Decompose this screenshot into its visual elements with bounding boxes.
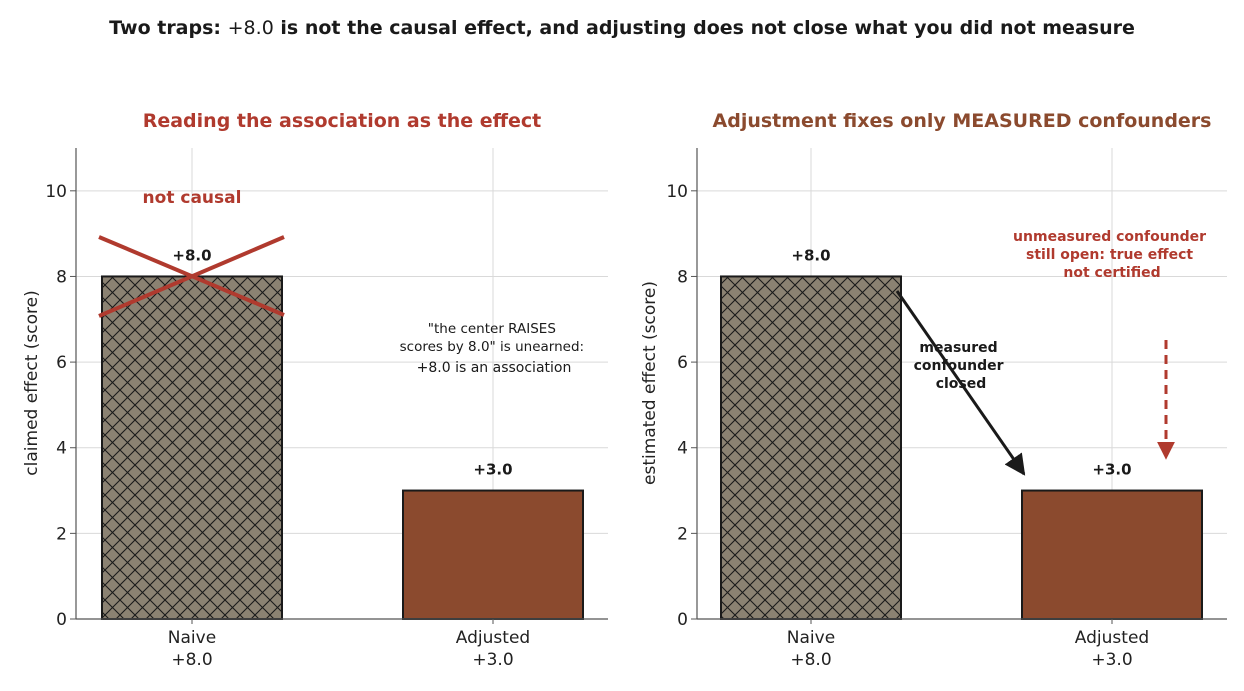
cross-line-2 [98, 235, 285, 318]
measured-confounder-line-2: confounder [914, 358, 1004, 374]
warning-line-3: not certified [1063, 265, 1160, 281]
y-tick-label: 0 [56, 610, 67, 630]
x-tick-label: Naive [787, 628, 835, 648]
right-bar-labels: +8.0 +3.0 [791, 246, 1131, 478]
warning-line-1: unmeasured confounder [1013, 229, 1206, 245]
association-note: "the center RAISES scores by 8.0" is une… [400, 321, 589, 376]
bar-adjusted [1021, 489, 1203, 620]
right-panel-title: Adjustment fixes only MEASURED confounde… [713, 110, 1212, 132]
association-note-line-2: scores by 8.0" is unearned: [400, 339, 584, 355]
measured-confounder-label: measured confounder closed [914, 340, 1009, 392]
y-tick-label: 10 [666, 182, 688, 202]
figure-title: Two traps: +8.0 is not the causal effect… [109, 17, 1135, 39]
left-y-axis-label: claimed effect (score) [22, 290, 42, 475]
left-axes [75, 148, 608, 620]
left-bars [101, 275, 584, 620]
x-tick-label: Adjusted [1075, 628, 1149, 648]
y-tick-label: 8 [677, 267, 688, 287]
x-tick-label: +3.0 [472, 650, 513, 670]
x-tick-label: +8.0 [790, 650, 831, 670]
bar-value-label-naive: +8.0 [172, 246, 211, 264]
figure-title-value: +8.0 [228, 17, 274, 39]
y-tick-label: 6 [56, 353, 67, 373]
right-y-axis-label: estimated effect (score) [640, 281, 660, 485]
y-tick-label: 8 [56, 267, 67, 287]
x-tick-label: +8.0 [171, 650, 212, 670]
y-tick-label: 4 [677, 439, 688, 459]
left-y-ticks: 0 2 4 6 8 10 [45, 182, 76, 630]
x-tick-label: +3.0 [1091, 650, 1132, 670]
bar-naive [101, 275, 283, 620]
measured-confounder-line-1: measured [919, 340, 997, 356]
bar-value-label-adjusted: +3.0 [473, 461, 512, 479]
x-tick-label: Adjusted [456, 628, 530, 648]
right-axes [696, 148, 1227, 620]
unmeasured-confounder-warning: unmeasured confounder still open: true e… [1013, 229, 1211, 281]
y-tick-label: 10 [45, 182, 67, 202]
y-tick-label: 0 [677, 610, 688, 630]
bar-value-label-adjusted: +3.0 [1092, 461, 1131, 479]
right-panel: Adjustment fixes only MEASURED confounde… [640, 110, 1227, 670]
bar-value-label-naive: +8.0 [791, 246, 830, 264]
y-tick-label: 6 [677, 353, 688, 373]
bar-adjusted [402, 489, 584, 620]
warning-line-2: still open: true effect [1026, 247, 1193, 263]
y-tick-label: 2 [56, 524, 67, 544]
y-tick-label: 4 [56, 439, 67, 459]
adjustment-arrow [895, 290, 1026, 476]
bar-naive [720, 275, 902, 620]
left-panel: Reading the association as the effect 0 2… [22, 110, 608, 670]
left-bar-labels: +8.0 +3.0 [172, 246, 512, 478]
left-x-ticks: Naive+8.0 Adjusted+3.0 [168, 619, 530, 670]
y-tick-label: 2 [677, 524, 688, 544]
right-y-ticks: 0 2 4 6 8 10 [666, 182, 697, 630]
not-causal-label: not causal [143, 188, 242, 208]
right-x-ticks: Naive+8.0 Adjusted+3.0 [787, 619, 1149, 670]
x-tick-label: Naive [168, 628, 216, 648]
association-note-line-3: +8.0 is an association [417, 360, 572, 376]
association-note-line-1: "the center RAISES [428, 321, 556, 337]
right-bars [720, 275, 1203, 620]
measured-confounder-line-3: closed [936, 376, 987, 392]
left-panel-title: Reading the association as the effect [143, 110, 542, 132]
